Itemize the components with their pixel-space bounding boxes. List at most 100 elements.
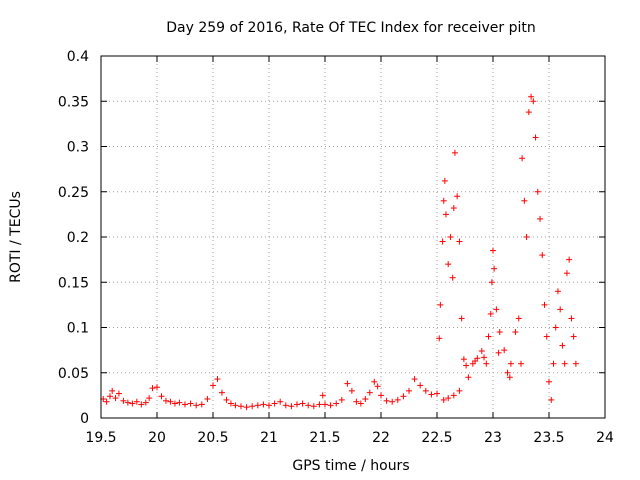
- data-point: [129, 400, 136, 407]
- y-tick-label: 0.2: [67, 230, 89, 246]
- chart-title: Day 259 of 2016, Rate Of TEC Index for r…: [166, 20, 536, 36]
- data-point: [227, 400, 234, 407]
- data-point: [472, 357, 479, 364]
- x-tick-label: 20: [148, 430, 166, 446]
- data-point: [348, 387, 355, 394]
- data-point: [552, 324, 559, 331]
- x-tick-label: 22.5: [421, 430, 452, 446]
- data-point: [366, 389, 373, 396]
- data-point: [518, 360, 524, 367]
- data-point: [543, 333, 550, 340]
- data-point: [338, 396, 345, 403]
- x-tick-label: 24: [596, 430, 614, 446]
- data-point: [504, 369, 511, 376]
- data-point: [434, 390, 440, 397]
- data-point: [572, 360, 579, 367]
- data-point: [218, 389, 225, 396]
- data-point: [458, 315, 465, 322]
- data-point: [496, 329, 503, 336]
- grid-lines: [101, 56, 605, 418]
- y-tick-label: 0.15: [58, 275, 89, 291]
- data-point: [260, 401, 267, 408]
- data-point: [210, 382, 216, 389]
- data-point: [112, 395, 119, 402]
- data-point: [515, 315, 522, 322]
- data-point: [454, 193, 461, 200]
- data-point: [436, 335, 443, 342]
- data-point: [389, 398, 396, 405]
- data-point: [266, 402, 272, 409]
- data-point: [440, 396, 447, 403]
- data-point: [525, 109, 532, 116]
- data-point: [198, 401, 205, 408]
- data-point: [528, 93, 535, 100]
- data-point: [449, 274, 456, 281]
- data-point: [374, 383, 381, 390]
- data-point: [310, 403, 317, 410]
- x-tick-label: 20.5: [197, 430, 228, 446]
- data-point: [120, 397, 127, 404]
- data-point: [394, 396, 401, 403]
- data-point: [271, 400, 278, 407]
- data-point: [400, 393, 407, 400]
- data-point: [521, 197, 528, 204]
- data-point: [550, 360, 557, 367]
- data-point: [187, 400, 194, 407]
- data-point: [422, 387, 429, 394]
- data-point: [333, 400, 340, 407]
- data-point: [490, 247, 496, 254]
- data-point: [478, 348, 485, 355]
- data-point: [488, 279, 495, 286]
- data-point: [115, 390, 122, 397]
- data-point: [487, 310, 494, 317]
- data-point: [371, 378, 378, 385]
- data-point: [566, 256, 573, 263]
- data-point: [383, 397, 390, 404]
- data-point: [485, 333, 492, 340]
- data-point: [506, 374, 513, 381]
- data-point: [406, 387, 412, 394]
- data-point: [158, 393, 165, 400]
- y-tick-label: 0.3: [67, 140, 89, 156]
- x-tick-label: 21.5: [309, 430, 340, 446]
- data-point: [561, 360, 568, 367]
- data-point: [254, 402, 261, 409]
- data-point: [463, 362, 470, 369]
- data-point: [154, 384, 160, 391]
- data-point: [243, 404, 250, 411]
- data-point: [288, 403, 295, 410]
- data-point: [322, 401, 328, 408]
- data-point: [534, 188, 541, 195]
- data-point: [109, 387, 116, 394]
- x-axis-label: GPS time / hours: [292, 458, 409, 474]
- x-axis-ticks: 19.5 20 20.5 21 21.5 22 22.5 23 23.5 24: [85, 56, 614, 446]
- data-point: [193, 402, 200, 409]
- data-point: [417, 382, 424, 389]
- data-point: [357, 400, 364, 407]
- data-point: [541, 301, 548, 308]
- data-point: [149, 385, 156, 392]
- data-point: [238, 403, 244, 410]
- data-point: [557, 306, 564, 313]
- x-tick-label: 23: [484, 430, 502, 446]
- data-point: [523, 234, 530, 240]
- data-point: [204, 395, 211, 402]
- data-point: [344, 380, 351, 387]
- data-point: [232, 402, 239, 409]
- y-tick-label: 0: [80, 411, 89, 427]
- data-point: [299, 400, 306, 407]
- data-point: [493, 306, 500, 313]
- data-point: [442, 211, 449, 218]
- y-axis-label: ROTI / TECUs: [8, 191, 24, 283]
- y-tick-label: 0.25: [58, 185, 89, 201]
- data-point: [223, 396, 230, 403]
- data-point: [507, 360, 514, 367]
- data-point: [162, 397, 169, 404]
- data-point: [548, 396, 555, 403]
- data-point: [103, 398, 110, 405]
- y-tick-label: 0.35: [58, 94, 89, 110]
- data-point: [294, 401, 300, 408]
- data-point: [167, 398, 174, 405]
- data-point: [559, 342, 566, 349]
- data-point: [277, 398, 284, 405]
